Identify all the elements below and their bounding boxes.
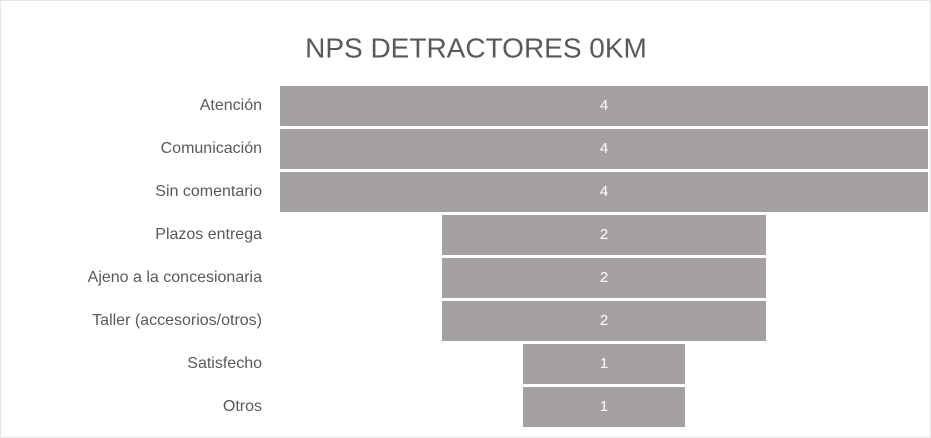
category-label: Atención bbox=[200, 97, 262, 114]
value-label: 2 bbox=[600, 226, 608, 243]
value-label: 4 bbox=[600, 183, 608, 200]
funnel-bar bbox=[442, 301, 766, 341]
chart-title: NPS DETRACTORES 0KM bbox=[305, 32, 647, 63]
category-label: Otros bbox=[223, 398, 262, 415]
funnel-bar bbox=[523, 387, 685, 427]
category-label: Taller (accesorios/otros) bbox=[92, 312, 262, 329]
funnel-bar bbox=[280, 86, 928, 126]
category-label: Satisfecho bbox=[187, 355, 262, 372]
funnel-bar bbox=[280, 129, 928, 169]
category-label: Comunicación bbox=[161, 140, 262, 157]
category-label: Plazos entrega bbox=[155, 226, 262, 243]
value-label: 4 bbox=[600, 140, 608, 157]
funnel-bar bbox=[442, 258, 766, 298]
funnel-bar bbox=[523, 344, 685, 384]
category-label: Sin comentario bbox=[155, 183, 262, 200]
value-label: 1 bbox=[600, 355, 608, 372]
category-label: Ajeno a la concesionaria bbox=[88, 269, 262, 286]
value-label: 4 bbox=[600, 97, 608, 114]
value-label: 1 bbox=[600, 398, 608, 415]
funnel-bar bbox=[280, 172, 928, 212]
value-label: 2 bbox=[600, 269, 608, 286]
funnel-bar bbox=[442, 215, 766, 255]
value-label: 2 bbox=[600, 312, 608, 329]
